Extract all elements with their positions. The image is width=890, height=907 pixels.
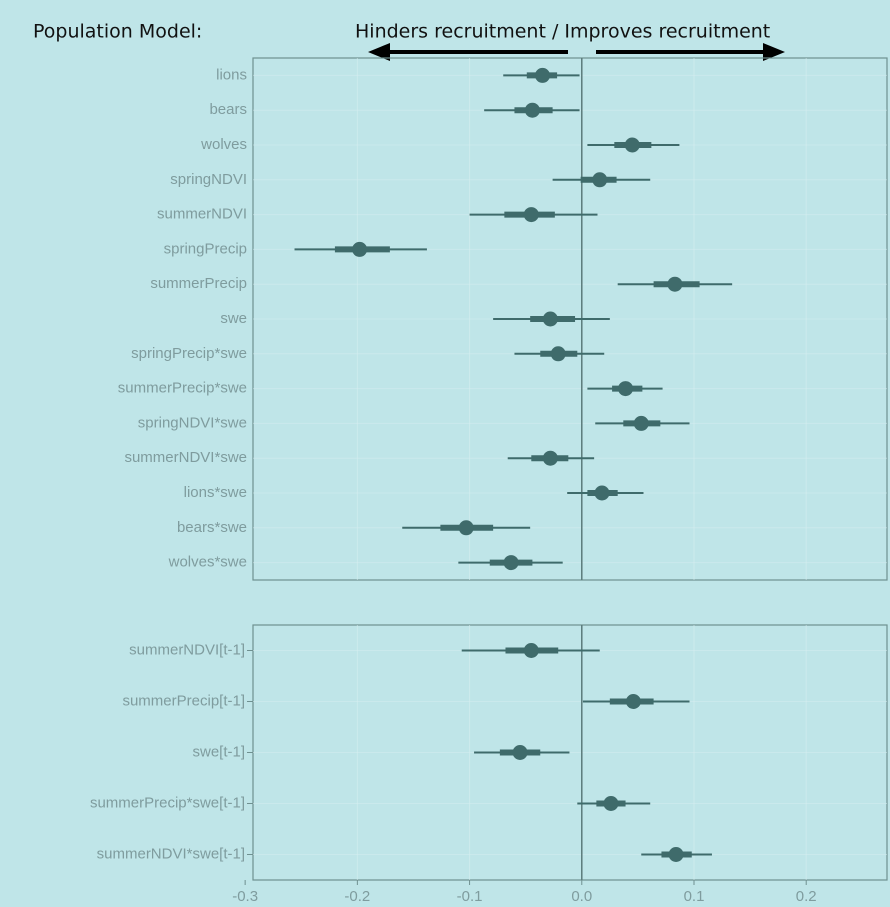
y-tick-label: summerPrecip[t-1] [122,692,245,709]
x-tick-label: 0.0 [571,888,592,905]
estimate-point [634,416,649,431]
estimate-point [459,520,474,535]
y-tick-label: springPrecip*swe [131,345,247,362]
x-tick-label: -0.1 [457,888,483,905]
estimate-point [592,172,607,187]
y-tick-label: summerPrecip*swe[t-1] [90,794,245,811]
y-tick-label: summerPrecip*swe [118,380,247,397]
estimate-point [618,381,633,396]
x-tick-label: -0.3 [232,888,258,905]
estimate-point [513,745,528,760]
estimate-point [594,486,609,501]
estimate-point [535,68,550,83]
x-tick-label: -0.2 [344,888,370,905]
y-tick-label: lions*swe [184,484,247,501]
header-title: Population Model: [33,21,202,43]
estimate-point [543,312,558,327]
y-tick-label: summerPrecip [150,275,247,292]
estimate-point [669,847,684,862]
y-tick-label: swe[t-1] [192,743,245,760]
y-tick-label: summerNDVI[t-1] [129,641,245,658]
y-tick-label: springPrecip [164,240,247,257]
estimate-point [625,138,640,153]
estimate-point [543,451,558,466]
header-direction: Hinders recruitment / Improves recruitme… [355,21,770,43]
y-tick-label: bears*swe [177,519,247,536]
y-tick-label: wolves [200,136,247,153]
y-tick-label: wolves*swe [168,554,247,571]
x-tick-label: 0.1 [684,888,705,905]
estimate-point [524,207,539,222]
y-tick-label: summerNDVI*swe [124,449,247,466]
estimate-point [551,346,566,361]
y-tick-label: springNDVI [170,171,247,188]
y-tick-label: summerNDVI [157,206,247,223]
estimate-point [525,103,540,118]
estimate-point [504,555,519,570]
estimate-point [667,277,682,292]
chart: Population Model: Hinders recruitment / … [0,0,890,907]
estimate-point [626,694,641,709]
y-tick-label: springNDVI*swe [138,414,247,431]
estimate-point [352,242,367,257]
x-tick-label: 0.2 [796,888,817,905]
y-tick-label: summerNDVI*swe[t-1] [97,845,245,862]
estimate-point [603,796,618,811]
estimate-point [524,643,539,658]
y-tick-label: bears [209,101,247,118]
y-tick-label: lions [216,66,247,83]
y-tick-label: swe [220,310,247,327]
